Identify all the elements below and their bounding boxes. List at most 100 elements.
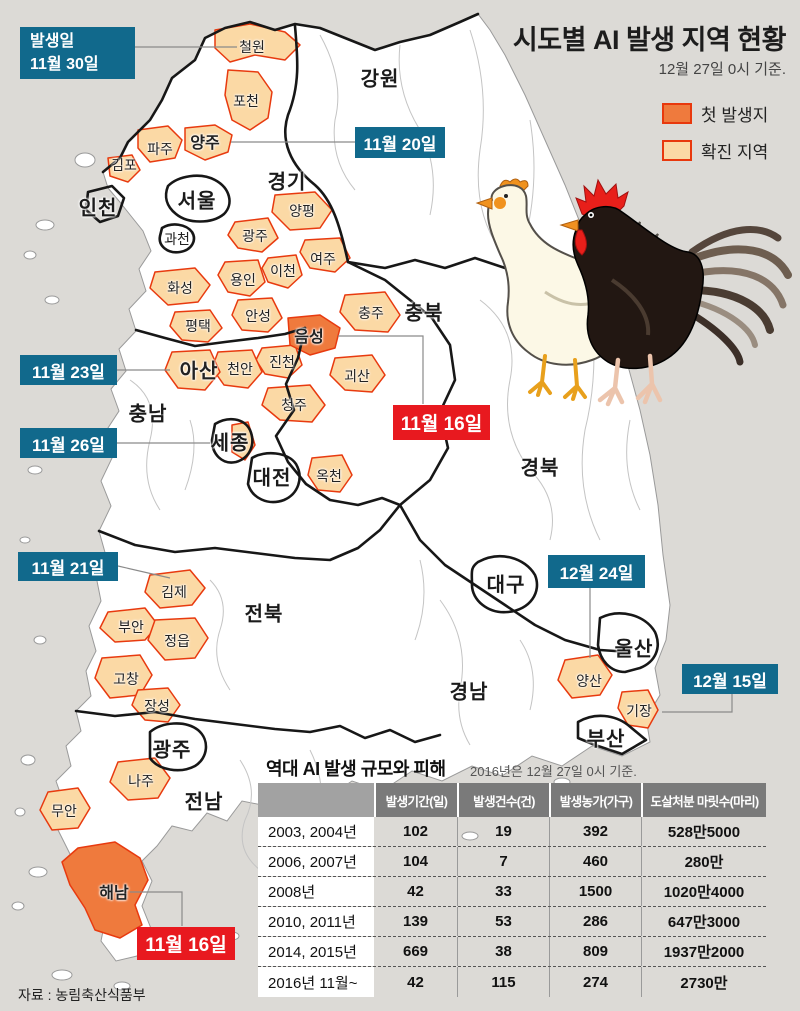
cell-days: 102 bbox=[402, 823, 429, 840]
region-haenam bbox=[61, 841, 149, 939]
rooster-body bbox=[572, 206, 704, 370]
page-title: 시도별 AI 발생 지역 현황 bbox=[512, 25, 787, 55]
city-label-asan: 아산 bbox=[179, 360, 219, 383]
province-label-incheon: 인천 bbox=[78, 197, 118, 220]
table-row: 2003, 2004년 102 19 392 528만5000 bbox=[258, 817, 766, 847]
first-outbreak-swatch bbox=[662, 103, 692, 124]
rooster-wattle-icon bbox=[574, 229, 587, 256]
cell-cases: 33 bbox=[457, 877, 549, 906]
cell-culled: 528만5000 bbox=[641, 817, 766, 846]
city-label-jincheon: 진천 bbox=[269, 354, 295, 370]
city-label-yeoju: 여주 bbox=[310, 251, 336, 267]
callout-nov21: 11월 21일 bbox=[18, 552, 118, 581]
city-label-cheonan: 천안 bbox=[227, 361, 253, 377]
city-label-paju: 파주 bbox=[147, 141, 173, 157]
table-note: 2016년은 12월 27일 0시 기준. bbox=[470, 764, 637, 779]
table-row: 2016년 11월~ 42 115 274 2730만 bbox=[258, 967, 766, 997]
city-label-chungju: 충주 bbox=[358, 305, 384, 321]
cell-culled: 647만3000 bbox=[641, 907, 766, 936]
chicken-illustration bbox=[475, 178, 792, 407]
page-subtitle: 12월 27일 0시 기준. bbox=[658, 61, 786, 78]
hen-eye bbox=[504, 194, 508, 198]
cell-farms: 809 bbox=[549, 937, 641, 966]
province-label-gangwon: 강원 bbox=[360, 68, 400, 91]
callout-line: 11월 30일 bbox=[30, 56, 99, 73]
province-label-gwangju: 광주 bbox=[152, 739, 192, 762]
callout-line: 발생일 bbox=[30, 32, 75, 50]
city-label-cheongju: 청주 bbox=[281, 397, 307, 413]
city-label-jangseong: 장성 bbox=[144, 698, 170, 714]
city-label-gwangju-gyeonggi: 광주 bbox=[242, 228, 268, 244]
city-label-goesan: 괴산 bbox=[344, 368, 370, 384]
header-cell-cases: 발생건수(건) bbox=[457, 783, 549, 817]
province-label-seoul: 서울 bbox=[177, 190, 217, 213]
row-label: 2014, 2015년 bbox=[258, 937, 374, 966]
province-borders bbox=[74, 12, 660, 772]
callout-dec24: 12월 24일 bbox=[548, 555, 645, 588]
city-label-muan: 무안 bbox=[51, 803, 77, 819]
province-label-gyeongnam: 경남 bbox=[449, 681, 489, 704]
city-label-okcheon: 옥천 bbox=[316, 468, 342, 484]
cell-days: 104 bbox=[402, 853, 429, 870]
rooster-legs bbox=[597, 353, 663, 407]
callout-nov30: 발생일 11월 30일 bbox=[20, 27, 135, 79]
province-label-gyeonggi: 경기 bbox=[267, 171, 307, 194]
cell-culled: 1937만2000 bbox=[641, 937, 766, 966]
confirmed-swatch bbox=[662, 140, 692, 161]
city-label-pocheon: 포천 bbox=[233, 93, 259, 109]
row-label: 2006, 2007년 bbox=[258, 847, 374, 876]
source-credit: 자료 : 농림축산식품부 bbox=[18, 987, 146, 1003]
city-label-icheon: 이천 bbox=[270, 263, 296, 279]
cell-days: 139 bbox=[402, 913, 429, 930]
city-label-gijang: 기장 bbox=[626, 703, 652, 719]
first-outbreak-regions bbox=[61, 314, 341, 939]
header-cell-farms: 발생농가(가구) bbox=[549, 783, 641, 817]
cell-cases: 19 bbox=[457, 817, 549, 846]
province-label-busan: 부산 bbox=[586, 728, 626, 751]
cell-culled: 1020만4000 bbox=[641, 877, 766, 906]
city-label-gochang: 고창 bbox=[113, 671, 139, 687]
province-label-chungbuk: 충북 bbox=[404, 302, 444, 325]
province-label-ulsan: 울산 bbox=[614, 638, 654, 661]
province-label-chungnam: 충남 bbox=[128, 403, 168, 426]
city-label-cheorwon: 철원 bbox=[239, 39, 265, 55]
cell-days: 42 bbox=[407, 883, 424, 900]
cell-farms: 274 bbox=[549, 967, 641, 997]
table-title: 역대 AI 발생 규모와 피해 bbox=[266, 759, 446, 779]
city-label-gwacheon: 과천 bbox=[164, 231, 190, 247]
city-label-yongin: 용인 bbox=[230, 272, 256, 288]
province-label-sejong: 세종 bbox=[210, 432, 250, 455]
legend-item-first-outbreak: 첫 발생지 bbox=[662, 101, 768, 126]
row-label: 2016년 11월~ bbox=[258, 967, 374, 997]
city-label-gimje: 김제 bbox=[161, 584, 187, 600]
legend-label: 첫 발생지 bbox=[701, 106, 769, 125]
cell-culled: 2730만 bbox=[641, 967, 766, 997]
legend-item-confirmed: 확진 지역 bbox=[662, 138, 768, 163]
city-label-yangsan: 양산 bbox=[576, 673, 602, 689]
callout-connectors bbox=[117, 46, 733, 926]
cell-farms: 460 bbox=[549, 847, 641, 876]
table-row: 2008년 42 33 1500 1020만4000 bbox=[258, 877, 766, 907]
city-label-gimpo: 김포 bbox=[111, 157, 137, 173]
city-label-naju: 나주 bbox=[128, 773, 154, 789]
callout-nov23: 11월 23일 bbox=[20, 355, 117, 385]
province-label-daegu: 대구 bbox=[486, 574, 526, 597]
province-label-jeonnam: 전남 bbox=[184, 791, 224, 814]
row-label: 2010, 2011년 bbox=[258, 907, 374, 936]
cell-cases: 38 bbox=[457, 937, 549, 966]
row-label: 2003, 2004년 bbox=[258, 817, 374, 846]
city-label-haenam: 해남 bbox=[99, 885, 129, 902]
callout-nov16-south: 11월 16일 bbox=[137, 927, 235, 960]
callout-nov20: 11월 20일 bbox=[355, 127, 445, 158]
city-label-buan: 부안 bbox=[118, 619, 144, 635]
province-label-gyeongbuk: 경북 bbox=[520, 457, 560, 480]
header-cell-empty bbox=[258, 783, 374, 817]
city-label-eumseong: 음성 bbox=[294, 329, 324, 346]
table-row: 2006, 2007년 104 7 460 280만 bbox=[258, 847, 766, 877]
cell-farms: 392 bbox=[549, 817, 641, 846]
cell-culled: 280만 bbox=[641, 847, 766, 876]
rooster-beak-icon bbox=[559, 219, 579, 232]
city-label-pyeongtaek: 평택 bbox=[185, 318, 211, 334]
